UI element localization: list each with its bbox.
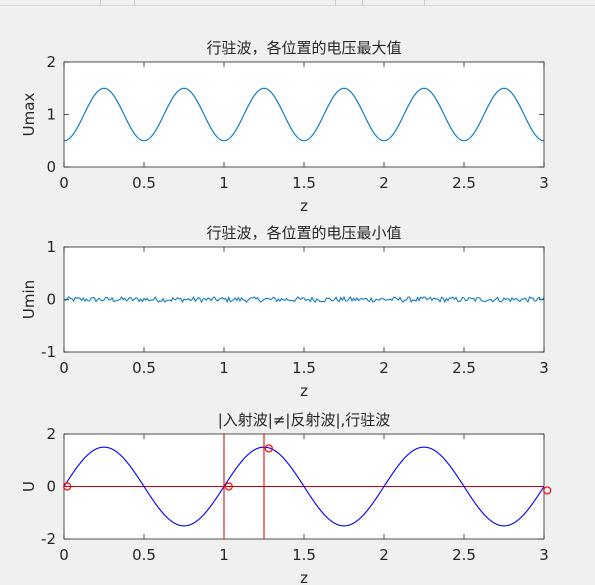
x-tick-label: 0.5 bbox=[132, 546, 156, 564]
x-tick-label: 1 bbox=[219, 359, 229, 377]
x-tick-label: 1.5 bbox=[292, 359, 316, 377]
x-tick-label: 1 bbox=[219, 174, 229, 192]
series-line-u bbox=[64, 446, 544, 527]
x-tick-label: 2 bbox=[379, 174, 389, 192]
data-marker-3 bbox=[264, 444, 273, 453]
y-axis-label-3: U bbox=[20, 481, 38, 492]
x-tick-label: 1.5 bbox=[292, 174, 316, 192]
chart-title-3: |入射波|≠|反射波|,行驻波 bbox=[218, 411, 391, 429]
data-marker-4 bbox=[543, 486, 552, 495]
x-tick-label: 2 bbox=[379, 546, 389, 564]
toolbar-divider bbox=[100, 0, 101, 5]
x-axis-label-2: z bbox=[300, 382, 308, 400]
x-tick-label: 1.5 bbox=[292, 546, 316, 564]
chart-title-1: 行驻波，各位置的电压最大值 bbox=[206, 39, 401, 57]
x-tick-label: 3 bbox=[539, 359, 549, 377]
toolbar-divider bbox=[134, 0, 135, 5]
chart-title-2: 行驻波，各位置的电压最小值 bbox=[206, 224, 401, 242]
y-tick-label: -2 bbox=[41, 530, 56, 548]
toolbar-divider bbox=[424, 0, 425, 5]
data-marker-1 bbox=[63, 482, 72, 491]
y-tick-label: 0 bbox=[46, 291, 56, 309]
plot-area-2[interactable] bbox=[63, 246, 545, 353]
x-axis-label-1: z bbox=[300, 197, 308, 215]
x-tick-label: 0 bbox=[59, 174, 69, 192]
x-tick-label: 3 bbox=[539, 546, 549, 564]
y-tick-label: 0 bbox=[46, 478, 56, 496]
x-tick-label: 0 bbox=[59, 546, 69, 564]
toolbar-divider bbox=[335, 0, 336, 5]
y-axis-label-2: Umin bbox=[20, 280, 38, 319]
figure-toolbar-strip bbox=[0, 0, 595, 6]
y-tick-label: 0 bbox=[46, 158, 56, 176]
x-tick-label: 0.5 bbox=[132, 359, 156, 377]
x-tick-label: 2 bbox=[379, 359, 389, 377]
series-line-umax bbox=[64, 87, 544, 142]
y-axis-label-1: Umax bbox=[20, 93, 38, 137]
x-tick-label: 2.5 bbox=[452, 174, 476, 192]
series-line-umin bbox=[64, 295, 544, 304]
data-marker-2 bbox=[224, 482, 233, 491]
x-tick-label: 0 bbox=[59, 359, 69, 377]
y-tick-label: 2 bbox=[46, 425, 56, 443]
x-tick-label: 2.5 bbox=[452, 546, 476, 564]
x-tick-label: 0.5 bbox=[132, 174, 156, 192]
x-tick-label: 2.5 bbox=[452, 359, 476, 377]
y-tick-label: 1 bbox=[46, 238, 56, 256]
x-tick-label: 3 bbox=[539, 174, 549, 192]
x-axis-label-3: z bbox=[300, 569, 308, 585]
y-tick-label: -1 bbox=[41, 343, 56, 361]
y-tick-label: 1 bbox=[46, 106, 56, 124]
y-tick-label: 2 bbox=[46, 53, 56, 71]
plot-area-1[interactable] bbox=[63, 61, 545, 168]
toolbar-divider bbox=[362, 0, 363, 5]
x-tick-label: 1 bbox=[219, 546, 229, 564]
